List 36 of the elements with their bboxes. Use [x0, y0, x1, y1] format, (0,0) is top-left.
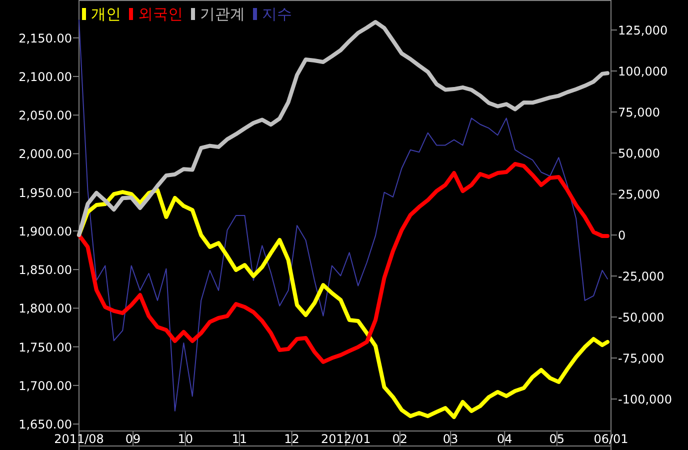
y-tick-label: 1,950.00: [18, 186, 72, 200]
y-tick-label: 2,150.00: [18, 31, 72, 46]
y2-tick-label: -75,000: [618, 352, 664, 366]
y-tick-label: 1,850.00: [18, 263, 72, 278]
x-tick-label: 06/01: [594, 432, 628, 446]
y-tick-label: 2,000.00: [18, 147, 72, 162]
legend-label: 외국인: [138, 5, 183, 23]
legend-label: 개인: [91, 5, 121, 23]
legend-label: 지수: [262, 5, 292, 23]
y-tick-label: 1,750.00: [18, 340, 72, 354]
y2-tick-label: 50,000: [618, 146, 660, 161]
x-tick-label: 05: [549, 432, 565, 446]
x-tick-label: 10: [178, 432, 194, 446]
y-tick-label: 1,900.00: [18, 224, 72, 238]
legend-label: 기관계: [200, 5, 245, 23]
y2-tick-label: 75,000: [618, 106, 660, 120]
y2-tick-label: 0: [618, 228, 626, 243]
x-tick-label: 03: [442, 432, 458, 446]
y-tick-label: 2,100.00: [18, 70, 72, 84]
x-tick-label: 2011/08: [54, 432, 104, 446]
x-tick-label: 2012/01: [320, 432, 371, 446]
y2-tick-label: -50,000: [618, 310, 664, 325]
y-tick-label: 1,650.00: [18, 418, 72, 432]
x-tick-label: 11: [232, 432, 248, 446]
y-tick-label: 1,700.00: [18, 378, 72, 393]
y2-tick-label: 100,000: [618, 64, 668, 79]
y2-tick-label: -25,000: [618, 270, 664, 284]
y-tick-label: 1,800.00: [18, 302, 72, 316]
y2-tick-label: 125,000: [618, 24, 668, 38]
x-tick-label: 02: [392, 432, 408, 446]
x-tick-label: 09: [125, 432, 141, 446]
x-tick-label: 12: [284, 432, 300, 446]
y-tick-label: 2,050.00: [18, 108, 72, 123]
y2-tick-label: -100,000: [618, 392, 672, 407]
y2-tick-label: 25,000: [618, 188, 660, 202]
x-tick-label: 04: [496, 432, 512, 446]
